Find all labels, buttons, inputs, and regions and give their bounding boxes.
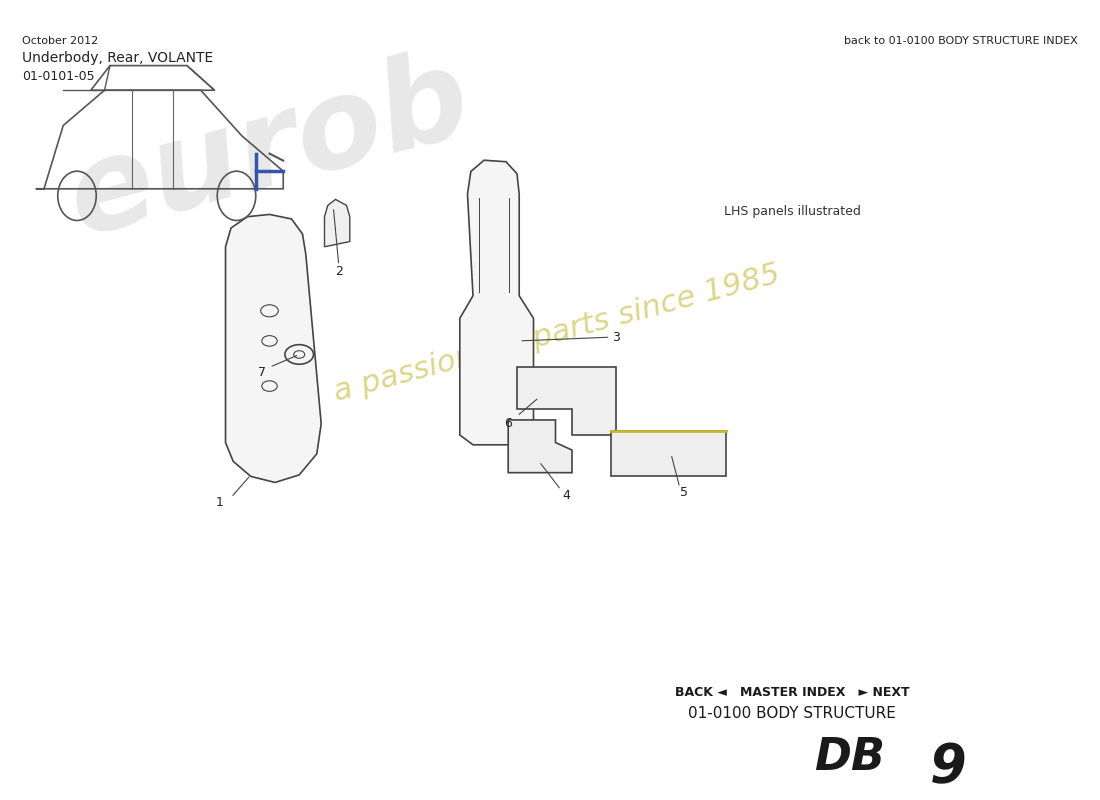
Text: 5: 5: [680, 486, 689, 499]
Polygon shape: [610, 431, 726, 477]
Polygon shape: [517, 367, 616, 435]
Text: a passion for parts since 1985: a passion for parts since 1985: [330, 260, 783, 407]
Text: October 2012: October 2012: [22, 36, 98, 46]
Text: back to 01-0100 BODY STRUCTURE INDEX: back to 01-0100 BODY STRUCTURE INDEX: [845, 36, 1078, 46]
Text: Underbody, Rear, VOLANTE: Underbody, Rear, VOLANTE: [22, 51, 213, 65]
Text: BACK ◄   MASTER INDEX   ► NEXT: BACK ◄ MASTER INDEX ► NEXT: [674, 686, 910, 698]
Text: 6: 6: [504, 418, 513, 430]
Text: 9: 9: [930, 742, 966, 794]
Polygon shape: [324, 199, 350, 247]
Text: 3: 3: [612, 330, 620, 344]
Text: 7: 7: [257, 366, 266, 379]
Polygon shape: [508, 420, 572, 473]
Text: DB: DB: [814, 736, 884, 779]
Text: 01-0101-05: 01-0101-05: [22, 70, 95, 83]
Text: 01-0100 BODY STRUCTURE: 01-0100 BODY STRUCTURE: [689, 706, 895, 721]
Text: 4: 4: [562, 489, 571, 502]
Text: eurob: eurob: [55, 38, 483, 262]
Text: 1: 1: [216, 496, 224, 510]
Polygon shape: [226, 214, 321, 482]
Text: 2: 2: [334, 265, 343, 278]
Polygon shape: [460, 160, 534, 445]
Text: LHS panels illustrated: LHS panels illustrated: [724, 206, 860, 218]
